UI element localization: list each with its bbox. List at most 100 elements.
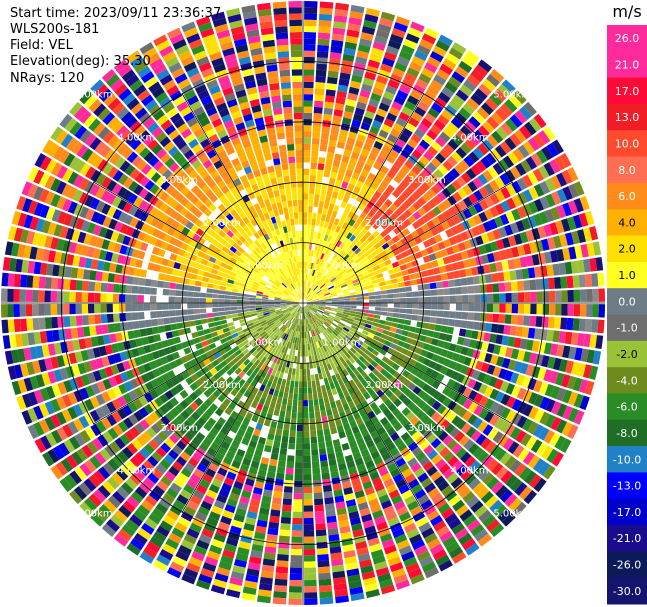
velocity-gate [431, 492, 444, 504]
velocity-gate [310, 168, 317, 176]
velocity-gate [410, 462, 422, 473]
velocity-gate [355, 311, 363, 316]
velocity-gate [310, 291, 316, 297]
velocity-gate [107, 241, 116, 252]
velocity-gate [32, 289, 39, 302]
velocity-gate [137, 295, 144, 303]
velocity-gate [374, 35, 388, 45]
velocity-gate [163, 281, 171, 289]
velocity-gate [257, 369, 264, 377]
velocity-gate [372, 41, 386, 51]
velocity-gate [217, 221, 226, 230]
velocity-gate [446, 271, 455, 280]
velocity-gate [244, 478, 255, 487]
velocity-gate [238, 286, 246, 291]
velocity-gate [360, 169, 370, 178]
velocity-gate [415, 516, 429, 528]
velocity-gate [131, 348, 140, 358]
velocity-gate [451, 522, 466, 535]
velocity-gate [333, 204, 340, 213]
velocity-gate [157, 280, 165, 288]
velocity-gate [352, 237, 360, 245]
velocity-gate [294, 305, 300, 310]
velocity-gate [347, 504, 358, 514]
velocity-gate [215, 325, 223, 331]
velocity-gate [308, 337, 312, 344]
velocity-gate [148, 512, 162, 525]
velocity-gate [393, 266, 402, 273]
velocity-gate [364, 323, 372, 329]
velocity-gate [224, 291, 232, 296]
velocity-gate [320, 284, 327, 290]
velocity-gate [289, 586, 302, 593]
velocity-gate [507, 151, 520, 165]
velocity-gate [311, 355, 316, 363]
velocity-gate [310, 374, 315, 382]
velocity-gate [234, 367, 242, 375]
velocity-gate [312, 296, 319, 300]
velocity-gate [310, 330, 314, 337]
velocity-gate [224, 253, 232, 261]
velocity-gate [184, 431, 195, 441]
velocity-gate [291, 542, 303, 550]
velocity-gate [324, 434, 332, 442]
velocity-gate [388, 268, 396, 275]
velocity-gate [495, 126, 509, 140]
velocity-gate [203, 398, 213, 408]
velocity-gate [129, 455, 142, 468]
velocity-gate [353, 369, 360, 377]
velocity-gate [373, 242, 382, 250]
velocity-gate [150, 172, 162, 183]
velocity-gate [405, 233, 414, 242]
velocity-gate [360, 333, 368, 339]
velocity-gate [356, 160, 365, 169]
velocity-gate [376, 488, 388, 498]
velocity-gate [380, 311, 388, 316]
velocity-gate [134, 107, 148, 120]
velocity-gate [285, 287, 291, 293]
velocity-gate [128, 205, 138, 216]
velocity-gate [395, 328, 403, 335]
velocity-gate [249, 252, 257, 259]
velocity-gate [164, 274, 172, 282]
velocity-gate [234, 222, 242, 231]
velocity-gate [35, 218, 45, 232]
velocity-gate [408, 253, 417, 262]
velocity-gate [198, 533, 212, 544]
velocity-gate [370, 360, 379, 368]
velocity-gate [275, 271, 281, 277]
velocity-gate [466, 495, 480, 509]
velocity-gate [312, 284, 318, 291]
velocity-gate [284, 327, 289, 334]
velocity-gate [304, 306, 307, 313]
velocity-gate [303, 143, 311, 151]
velocity-gate [154, 210, 164, 220]
velocity-gate [448, 254, 457, 263]
velocity-gate [356, 224, 364, 233]
velocity-gate [304, 319, 307, 326]
velocity-gate [295, 443, 303, 450]
velocity-gate [425, 336, 433, 345]
velocity-gate [33, 261, 42, 275]
velocity-gate [335, 327, 342, 333]
velocity-gate [58, 442, 70, 457]
velocity-gate [405, 337, 413, 345]
velocity-gate [318, 398, 325, 405]
velocity-gate [265, 263, 272, 270]
velocity-gate [7, 288, 14, 302]
velocity-gate [238, 370, 246, 379]
velocity-gate [548, 432, 561, 447]
velocity-gate [169, 345, 178, 353]
velocity-gate [299, 306, 302, 313]
velocity-gate [505, 292, 512, 303]
velocity-gate [541, 278, 549, 290]
velocity-gate [233, 513, 245, 523]
velocity-gate [177, 424, 188, 435]
velocity-gate [71, 229, 81, 242]
velocity-gate [505, 211, 516, 223]
velocity-gate [317, 272, 322, 279]
velocity-gate [419, 364, 428, 373]
velocity-gate [513, 233, 523, 245]
velocity-gate [303, 486, 313, 494]
velocity-gate [535, 278, 543, 290]
